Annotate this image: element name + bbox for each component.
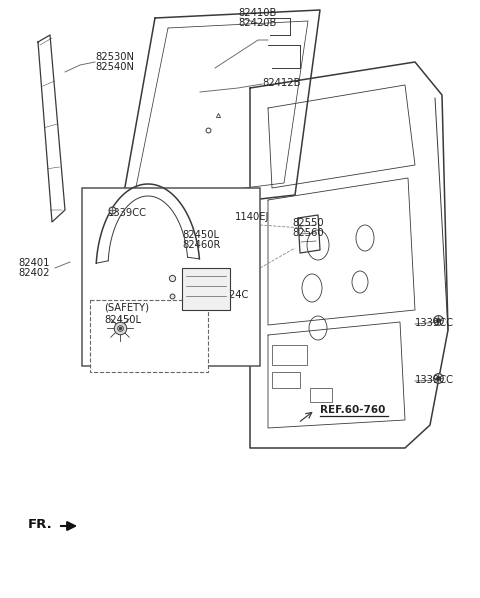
Text: 1339CC: 1339CC	[108, 208, 147, 218]
Text: 82540N: 82540N	[95, 62, 134, 72]
Bar	[90, 300, 208, 372]
Bar	[82, 188, 260, 366]
Bar	[272, 372, 300, 388]
Text: 1339CC: 1339CC	[415, 318, 454, 328]
Text: 82560: 82560	[292, 228, 324, 238]
Text: 82550: 82550	[292, 218, 324, 228]
Text: 82450L: 82450L	[104, 315, 141, 325]
Text: 82424C: 82424C	[210, 290, 248, 300]
Text: 82450L: 82450L	[182, 230, 219, 240]
Text: FR.: FR.	[28, 518, 53, 531]
Text: 82412B: 82412B	[262, 78, 300, 88]
Text: (SAFETY): (SAFETY)	[104, 303, 149, 313]
Text: 1140EJ: 1140EJ	[235, 212, 269, 222]
Text: 82460R: 82460R	[182, 240, 220, 250]
Text: 82410B: 82410B	[238, 8, 276, 18]
Text: 82401: 82401	[18, 258, 49, 268]
Text: 82530N: 82530N	[95, 52, 134, 62]
Bar	[310, 388, 332, 402]
Text: 82420B: 82420B	[238, 18, 276, 28]
Bar	[182, 268, 230, 310]
Text: 1339CC: 1339CC	[415, 375, 454, 385]
Text: REF.60-760: REF.60-760	[320, 405, 385, 415]
Bar	[272, 345, 307, 365]
Text: 82402: 82402	[18, 268, 49, 278]
